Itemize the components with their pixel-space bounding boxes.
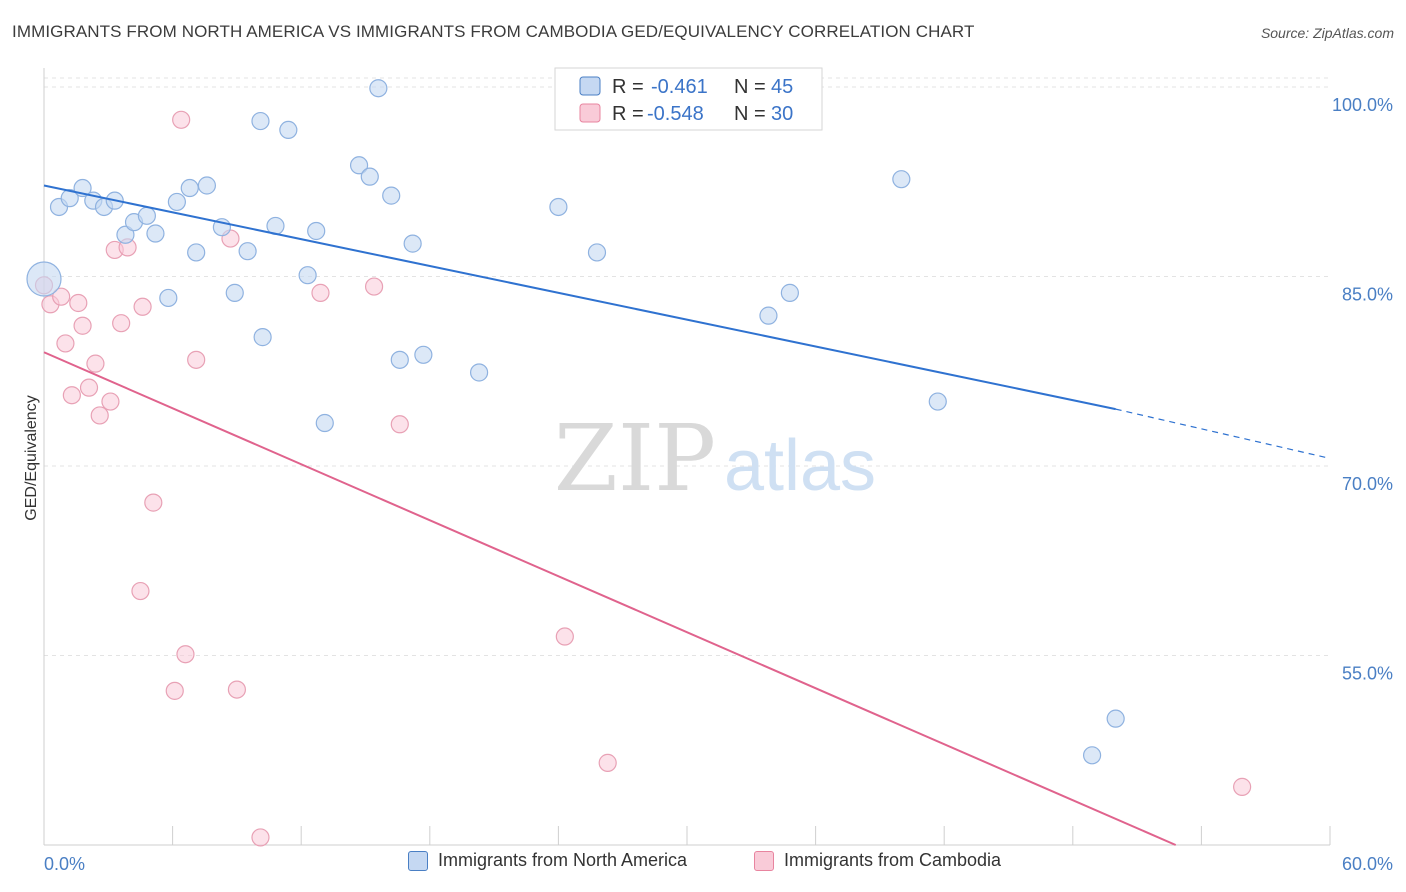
legend-label-north-america: Immigrants from North America bbox=[438, 850, 688, 870]
legend-swatch-pink bbox=[579, 103, 601, 123]
source-label: Source: ZipAtlas.com bbox=[1260, 25, 1394, 41]
legend-swatch-north-america bbox=[408, 850, 428, 871]
data-point-cambodia bbox=[69, 293, 88, 313]
data-point-north-america bbox=[146, 224, 165, 243]
data-point-cambodia bbox=[101, 392, 120, 411]
data-point-north-america bbox=[307, 221, 326, 241]
legend-r-value-2: -0.548 bbox=[647, 103, 704, 125]
data-point-north-america bbox=[1106, 709, 1125, 728]
data-point-cambodia bbox=[390, 415, 409, 434]
series-cambodia-points bbox=[34, 110, 1252, 847]
legend-n-label-1: N = bbox=[734, 76, 766, 98]
data-point-cambodia bbox=[598, 753, 617, 772]
data-point-north-america bbox=[315, 413, 334, 433]
data-point-cambodia bbox=[311, 283, 330, 302]
data-point-north-america bbox=[469, 363, 489, 382]
data-point-north-america bbox=[780, 283, 799, 302]
data-point-north-america bbox=[360, 167, 379, 186]
data-point-north-america bbox=[587, 243, 607, 262]
data-point-cambodia bbox=[187, 350, 206, 369]
legend-item-cambodia: Immigrants from Cambodia bbox=[754, 850, 1001, 871]
data-point-cambodia bbox=[144, 493, 163, 512]
data-point-cambodia bbox=[364, 277, 384, 296]
legend-n-value-2: 30 bbox=[771, 103, 793, 125]
data-point-north-america bbox=[349, 156, 369, 175]
data-point-cambodia bbox=[56, 334, 75, 353]
data-point-cambodia bbox=[165, 681, 184, 700]
legend-label-cambodia: Immigrants from Cambodia bbox=[784, 850, 1002, 870]
legend-n-value-1: 45 bbox=[771, 76, 793, 98]
bottom-legend: Immigrants from North America Immigrants… bbox=[0, 850, 1406, 880]
trend-line-north-america bbox=[43, 184, 1116, 411]
legend-r-label-1: R = bbox=[612, 76, 644, 98]
data-point-cambodia bbox=[251, 828, 270, 847]
data-point-cambodia bbox=[79, 378, 99, 397]
data-point-north-america bbox=[390, 350, 409, 369]
legend-box: R = -0.461 N = 45 R = -0.548 N = 30 bbox=[554, 67, 823, 131]
legend-r-label-2: R = bbox=[612, 103, 644, 125]
data-point-cambodia bbox=[86, 354, 105, 373]
data-point-north-america bbox=[26, 261, 62, 297]
data-point-north-america bbox=[253, 328, 272, 347]
data-point-north-america bbox=[298, 266, 317, 285]
legend-item-north-america: Immigrants from North America bbox=[408, 850, 687, 871]
data-point-cambodia bbox=[62, 386, 81, 405]
data-point-north-america bbox=[279, 120, 298, 140]
data-point-north-america bbox=[382, 186, 401, 205]
chart-title: IMMIGRANTS FROM NORTH AMERICA VS IMMIGRA… bbox=[12, 22, 975, 41]
data-point-cambodia bbox=[73, 316, 92, 335]
data-point-north-america bbox=[116, 225, 135, 244]
data-point-cambodia bbox=[90, 406, 109, 425]
trend-line-cambodia bbox=[43, 351, 1177, 846]
legend-swatch-blue bbox=[579, 76, 601, 96]
data-point-north-america bbox=[1082, 746, 1102, 765]
gridlines bbox=[44, 77, 1330, 656]
data-point-north-america bbox=[759, 306, 778, 325]
data-point-north-america bbox=[60, 189, 79, 208]
data-point-cambodia bbox=[227, 680, 246, 699]
legend-swatch-cambodia bbox=[754, 850, 774, 871]
data-point-north-america bbox=[928, 392, 947, 411]
data-point-cambodia bbox=[52, 287, 71, 306]
legend-n-label-2: N = bbox=[734, 103, 766, 125]
data-point-north-america bbox=[369, 79, 388, 98]
watermark-zip: ZIP bbox=[554, 405, 716, 512]
y-tick-label: 100.0% bbox=[1332, 95, 1393, 115]
data-point-cambodia bbox=[112, 314, 131, 333]
data-point-cambodia bbox=[555, 627, 574, 646]
trend-line-north-america-extension bbox=[1115, 408, 1331, 459]
y-tick-label: 55.0% bbox=[1342, 663, 1393, 683]
x-tick-label-max: 60.0% bbox=[1342, 854, 1393, 874]
y-tick-labels: 100.0% 85.0% 70.0% 55.0% bbox=[1332, 95, 1393, 684]
y-tick-label: 85.0% bbox=[1342, 284, 1393, 304]
data-point-north-america bbox=[137, 206, 156, 225]
data-point-cambodia bbox=[131, 581, 150, 601]
x-tick-label-min: 0.0% bbox=[44, 854, 85, 874]
data-point-cambodia bbox=[1233, 777, 1252, 796]
data-point-north-america bbox=[197, 176, 216, 195]
data-point-north-america bbox=[414, 345, 433, 364]
data-point-north-america bbox=[238, 242, 257, 261]
data-point-north-america bbox=[167, 192, 186, 212]
trend-lines bbox=[43, 184, 1331, 846]
data-point-north-america bbox=[187, 243, 206, 262]
data-point-north-america bbox=[180, 178, 199, 198]
y-axis-label: GED/Equivalency bbox=[23, 395, 40, 520]
data-point-cambodia bbox=[133, 297, 152, 316]
data-point-cambodia bbox=[172, 110, 191, 129]
y-tick-label: 70.0% bbox=[1342, 474, 1393, 494]
x-tick-labels: 0.0% 60.0% bbox=[44, 854, 1393, 874]
data-point-north-america bbox=[549, 197, 568, 217]
data-point-north-america bbox=[159, 288, 178, 308]
watermark-atlas: atlas bbox=[724, 426, 876, 506]
data-point-cambodia bbox=[176, 645, 195, 664]
data-point-north-america bbox=[251, 111, 270, 131]
data-point-north-america bbox=[892, 170, 911, 189]
legend-r-value-1: -0.461 bbox=[651, 76, 708, 98]
data-point-north-america bbox=[225, 283, 244, 302]
data-point-north-america bbox=[403, 234, 422, 253]
